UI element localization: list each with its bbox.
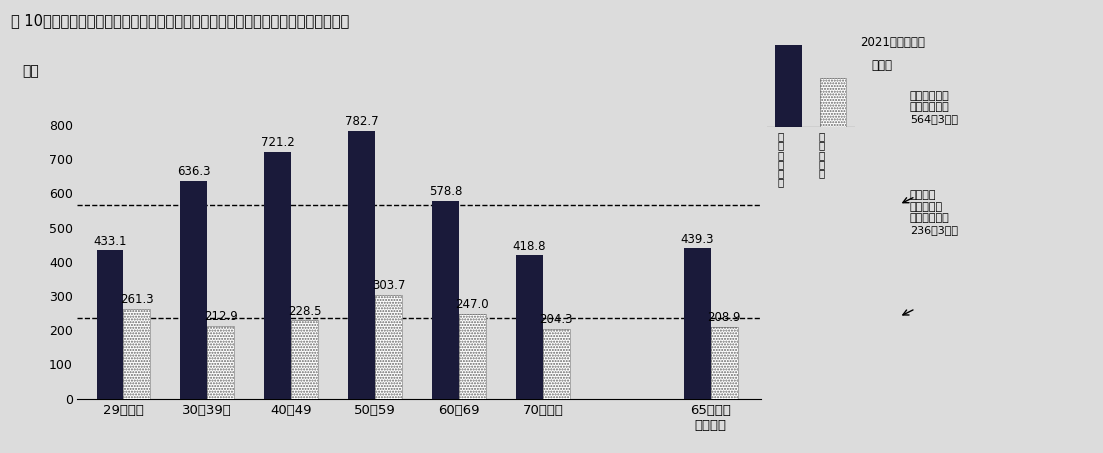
Text: 782.7: 782.7 [345, 115, 378, 128]
Text: 433.1: 433.1 [93, 235, 127, 248]
Bar [775, 45, 802, 127]
Text: 228.5: 228.5 [288, 305, 321, 318]
Bar [543, 329, 570, 399]
Text: １
人
当
た
り: １ 人 当 た り [818, 131, 825, 178]
Text: 208.9: 208.9 [707, 311, 741, 324]
Text: 204.3: 204.3 [539, 313, 574, 326]
Text: １
世
帯
当
た
り: １ 世 帯 当 た り [778, 131, 784, 188]
Text: 439.3: 439.3 [681, 232, 714, 246]
Bar [459, 314, 485, 399]
Bar [710, 327, 738, 399]
Text: 万円: 万円 [22, 64, 40, 78]
Text: 図 10　世帯主の年齢階級別にみた１世帯当たり－世帯人員１人当たり平均所得金額: 図 10 世帯主の年齢階級別にみた１世帯当たり－世帯人員１人当たり平均所得金額 [11, 14, 350, 29]
Text: 636.3: 636.3 [178, 165, 211, 178]
Bar [349, 131, 375, 399]
Text: 303.7: 303.7 [372, 279, 405, 292]
Bar [291, 320, 318, 399]
Text: 721.2: 721.2 [261, 136, 295, 149]
Text: 418.8: 418.8 [513, 240, 546, 253]
Text: 世帯人員
１人当たり
平均所得金額
236万3千円: 世帯人員 １人当たり 平均所得金額 236万3千円 [910, 190, 959, 235]
Bar [543, 329, 570, 399]
Text: 212.9: 212.9 [204, 310, 237, 323]
Bar [207, 326, 234, 399]
Bar [684, 248, 710, 399]
Bar [181, 181, 207, 399]
Bar [96, 251, 124, 399]
Bar [820, 78, 846, 127]
Bar [710, 327, 738, 399]
Text: 261.3: 261.3 [120, 294, 153, 307]
Bar [375, 295, 401, 399]
Bar [516, 255, 543, 399]
Bar [207, 326, 234, 399]
Bar [820, 78, 846, 127]
Bar [124, 309, 150, 399]
Text: 2021（令和３）: 2021（令和３） [860, 36, 925, 49]
Bar [459, 314, 485, 399]
Bar [291, 320, 318, 399]
Bar [432, 201, 459, 399]
Bar [124, 309, 150, 399]
Text: 578.8: 578.8 [429, 185, 462, 198]
Text: 247.0: 247.0 [456, 299, 490, 311]
Bar [265, 152, 291, 399]
Bar [375, 295, 401, 399]
Text: 年調査: 年調査 [871, 59, 893, 72]
Text: １世帯当たり
平均所得金額
564万3千円: １世帯当たり 平均所得金額 564万3千円 [910, 91, 959, 124]
